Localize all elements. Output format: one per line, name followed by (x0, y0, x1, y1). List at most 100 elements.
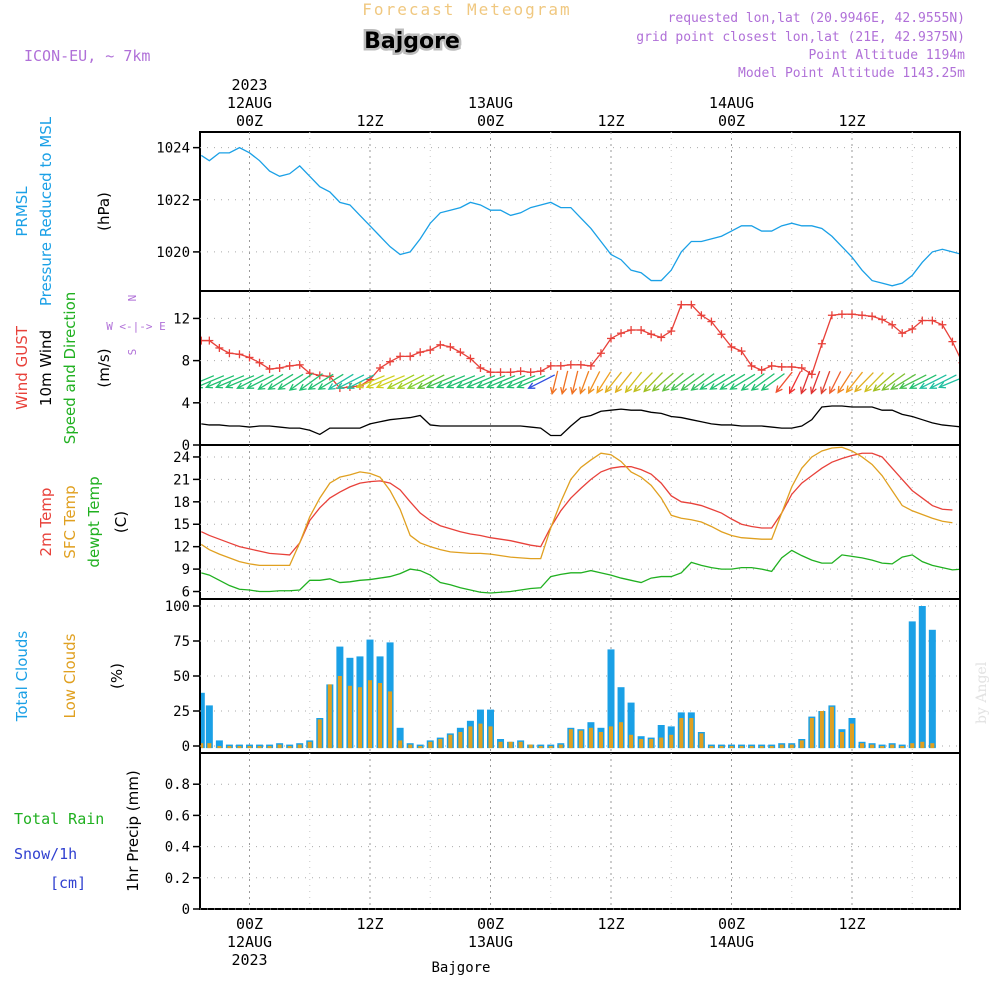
wind-arrow (820, 370, 831, 395)
panel-label: PRMSL (13, 186, 31, 237)
wind-arrow-shaft (426, 375, 456, 388)
low-cloud-bar (709, 746, 714, 749)
wind-arrow-shaft (691, 373, 715, 391)
gust-marker (898, 329, 907, 338)
wind-arrow-head (651, 384, 660, 392)
wind-arrow-head (298, 383, 307, 391)
wind-arrow-shaft (237, 374, 264, 389)
bottom-time-label: 12Z (838, 915, 865, 933)
low-cloud-bar (598, 732, 603, 749)
wind-arrow-head (186, 382, 193, 388)
y-tick-label: 1020 (156, 245, 190, 261)
gust-marker (215, 343, 224, 352)
gust-marker (787, 362, 796, 371)
wind-arrow (416, 374, 445, 389)
low-cloud-bar (609, 726, 613, 749)
wind-arrow (898, 374, 927, 389)
y-tick-label: 6 (182, 585, 190, 601)
low-cloud-bar (201, 743, 204, 749)
wind-arrow (365, 375, 395, 389)
panel-label: Low Clouds (61, 633, 79, 718)
top-time-label: 00Z (477, 112, 504, 130)
low-cloud-bar (337, 676, 342, 749)
panel-label: Snow/1h (14, 845, 77, 863)
wind-arrow-shaft (308, 373, 334, 390)
wind-arrow-head (661, 384, 670, 392)
compass-rose: N W <-|-> E S (106, 295, 166, 356)
gust-marker (657, 333, 666, 342)
wind-arrow (864, 372, 884, 393)
total-cloud-bar (607, 649, 615, 749)
wind-arrow-head (898, 382, 907, 389)
wind-arrow (267, 373, 294, 390)
wind-arrow-shaft (457, 375, 486, 388)
low-cloud-bar (357, 687, 362, 749)
y-tick-label: 0 (182, 438, 190, 454)
gust-marker (546, 361, 555, 370)
gust-marker (617, 329, 626, 338)
wind-arrow-shaft (800, 370, 811, 394)
requested-coords: requested lon,lat (20.9946E, 42.9555N) (668, 11, 965, 26)
bottom-time-label: 2023 (231, 951, 267, 969)
wind-arrow (496, 375, 526, 389)
wind-arrow-shaft (710, 373, 736, 390)
y-tick-label: 15 (173, 517, 190, 533)
wind-arrow-head (435, 381, 444, 389)
y-tick-label: 21 (173, 472, 190, 488)
low-cloud-bar (759, 746, 764, 749)
wind-arrow-head (719, 383, 728, 390)
low-cloud-bar (819, 711, 824, 749)
wind-arrow-head (466, 381, 475, 389)
panel-label: (m/s) (95, 348, 113, 387)
wind-arrow-head (624, 385, 633, 394)
plot-area (201, 446, 959, 594)
low-cloud-bar (317, 719, 322, 749)
wind-arrow-head (396, 382, 405, 389)
gust-marker (496, 368, 505, 377)
wind-arrow-shaft (397, 374, 425, 389)
gust-marker (837, 310, 846, 319)
wind-arrow-head (365, 381, 374, 389)
wind-arrow-shaft (417, 374, 445, 389)
y-tick-label: 4 (182, 396, 190, 412)
wind-arrow-shaft (789, 371, 802, 394)
gust-marker (727, 342, 736, 351)
wind-arrow-head (643, 384, 651, 393)
wind-arrow-shaft (347, 374, 375, 389)
wind-arrow-head (416, 382, 425, 389)
wind-arrow (690, 373, 715, 391)
low-cloud-bar (327, 684, 332, 749)
gust-marker (201, 336, 206, 345)
top-time-label: 13AUG (468, 94, 513, 112)
wind-arrow-shaft (407, 374, 435, 389)
low-cloud-bar (498, 741, 503, 749)
gust-marker (446, 342, 455, 351)
wind-arrow (214, 375, 245, 389)
top-time-label: 12Z (356, 112, 383, 130)
low-cloud-bar (267, 746, 272, 749)
gust-marker (667, 327, 676, 336)
y-tick-label: 12 (173, 540, 190, 556)
series-line-sfc (201, 446, 953, 567)
wind-arrow (643, 372, 663, 393)
wind-arrow (775, 371, 793, 394)
wind-arrow (486, 375, 516, 389)
wind-arrow-shaft (730, 373, 756, 390)
wind-arrow (699, 373, 726, 390)
bottom-time-label: 12Z (356, 915, 383, 933)
series-line-gust (201, 304, 959, 389)
gust-marker (827, 311, 836, 320)
low-cloud-bar (850, 723, 854, 749)
low-cloud-bar (669, 734, 674, 749)
wind-arrow-shaft (507, 375, 536, 388)
wind-arrow (661, 372, 684, 392)
top-time-label: 12Z (597, 112, 624, 130)
wind-arrow (872, 372, 895, 392)
y-tick-label: 18 (173, 495, 190, 511)
wind-arrow (355, 375, 385, 389)
low-cloud-bar (719, 746, 724, 749)
wind-arrow-head (288, 383, 297, 391)
footer-location: Bajgore (431, 960, 490, 976)
panel-label: Wind GUST (13, 325, 31, 410)
